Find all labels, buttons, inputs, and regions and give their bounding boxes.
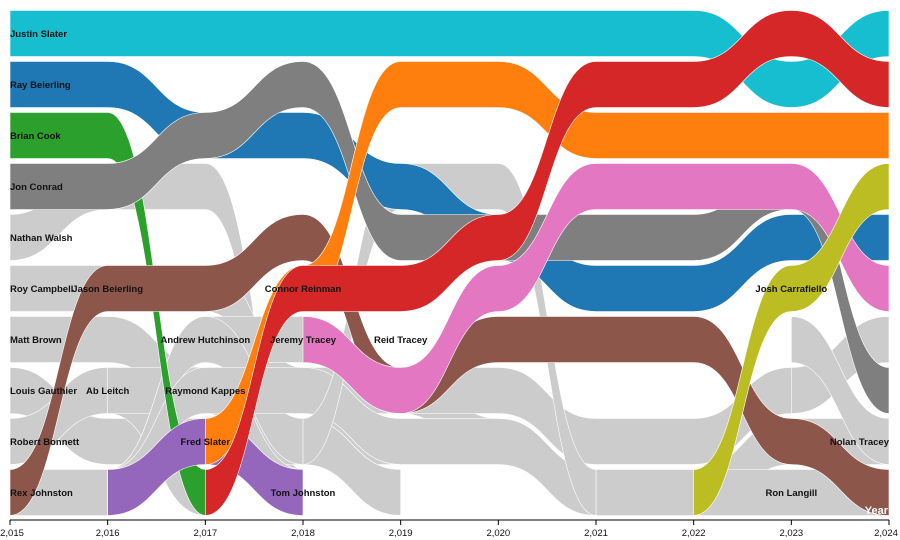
x-tick-label: 2,017 (193, 528, 217, 539)
band-josh-carrafiello (693, 163, 890, 516)
band-andrew-hutchinson (107, 316, 401, 516)
label-fred-slater: Fred Slater (181, 437, 231, 448)
label-ray-beierling: Ray Beierling (10, 80, 71, 91)
x-tick-label: 2,024 (874, 528, 898, 539)
label-reid-tracey: Reid Tracey (374, 335, 428, 346)
band-tom-johnston (205, 10, 890, 516)
label-matt-brown: Matt Brown (10, 335, 62, 346)
label-raymond-kappes: Raymond Kappes (165, 386, 245, 397)
label-brian-cook: Brian Cook (10, 131, 61, 142)
band-jason-beierling (9, 214, 890, 516)
label-nathan-walsh: Nathan Walsh (10, 233, 73, 244)
label-tom-johnston: Tom Johnston (271, 488, 336, 499)
label-jon-conrad: Jon Conrad (10, 182, 63, 193)
x-tick-label: 2,015 (0, 528, 24, 539)
label-justin-slater: Justin Slater (10, 29, 67, 40)
x-tick-label: 2,020 (486, 528, 510, 539)
labels-layer: Justin Slater Ray Beierling Brian Cook Jon … (10, 29, 890, 499)
band-connor-reinman (205, 61, 890, 465)
label-louis-gauthier: Louis Gauthier (10, 386, 77, 397)
band-jeremy-tracey (302, 163, 890, 414)
x-tick-label: 2,022 (682, 528, 706, 539)
label-jeremy-tracey: Jeremy Tracey (270, 335, 337, 346)
label-jason-beierling: Jason Beierling (72, 284, 143, 295)
bands-layer (9, 10, 890, 516)
x-tick-label: 2,016 (96, 528, 120, 539)
label-josh-carrafiello: Josh Carrafiello (755, 284, 827, 295)
label-connor-reinman: Connor Reinman (265, 284, 342, 295)
label-andrew-hutchinson: Andrew Hutchinson (160, 335, 250, 346)
band-nolan-tracey (791, 316, 890, 465)
x-tick-label: 2,023 (779, 528, 803, 539)
label-ab-leitch: Ab Leitch (86, 386, 129, 397)
band-justin-slater (9, 10, 890, 108)
x-axis-title: Year (865, 505, 889, 517)
label-ron-langill: Ron Langill (765, 488, 817, 499)
label-nolan-tracey: Nolan Tracey (830, 437, 890, 448)
band-jon-conrad (9, 61, 890, 414)
x-tick-label: 2,018 (291, 528, 315, 539)
x-tick-label: 2,021 (584, 528, 608, 539)
x-tick-label: 2,019 (389, 528, 413, 539)
x-axis: 2,015 2,016 2,017 2,018 2,019 2,020 2,021 2,022… (0, 505, 898, 539)
label-roy-campbell: Roy Campbell (10, 284, 73, 295)
x-axis-ticks: 2,015 2,016 2,017 2,018 2,019 2,020 2,021 2,022… (0, 520, 898, 539)
label-rex-johnston: Rex Johnston (10, 488, 73, 499)
label-robert-bonnett: Robert Bonnett (10, 437, 80, 448)
